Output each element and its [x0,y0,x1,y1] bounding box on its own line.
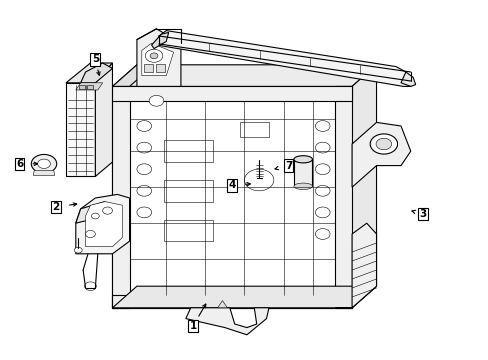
Circle shape [74,247,82,253]
Circle shape [85,230,95,238]
Polygon shape [217,301,227,308]
Ellipse shape [293,156,312,163]
Text: 3: 3 [419,209,426,219]
Polygon shape [85,202,122,247]
Bar [163,140,212,162]
Circle shape [102,207,112,214]
Polygon shape [112,65,154,86]
Polygon shape [334,86,351,308]
Polygon shape [112,86,351,308]
Bar [163,180,212,202]
Circle shape [149,95,163,106]
Polygon shape [334,223,376,308]
Bar [144,64,153,72]
Polygon shape [112,295,351,308]
Text: 4: 4 [228,180,236,190]
Circle shape [137,185,151,196]
Polygon shape [81,63,112,83]
Text: 5: 5 [92,54,99,64]
Circle shape [375,138,391,150]
Circle shape [38,159,50,168]
Polygon shape [112,65,376,86]
Circle shape [145,49,163,62]
Polygon shape [249,172,268,188]
Polygon shape [95,63,112,176]
Polygon shape [66,83,95,176]
Polygon shape [112,86,129,308]
Polygon shape [156,31,410,86]
Polygon shape [76,83,102,90]
Polygon shape [151,32,168,49]
Ellipse shape [293,183,312,189]
Circle shape [84,282,96,291]
Polygon shape [351,122,410,187]
Circle shape [315,164,329,175]
Bar [239,122,268,137]
Polygon shape [137,29,181,86]
Polygon shape [400,72,415,86]
Bar [156,64,165,72]
Bar [163,220,212,241]
Polygon shape [142,43,173,76]
Circle shape [91,213,99,219]
Polygon shape [76,202,105,223]
Polygon shape [129,101,334,295]
Polygon shape [351,65,376,308]
Bar [79,85,85,89]
Circle shape [369,134,397,154]
Polygon shape [33,170,55,175]
Polygon shape [285,166,288,171]
Polygon shape [112,86,351,101]
Circle shape [137,142,151,153]
Circle shape [31,154,57,173]
Circle shape [315,207,329,218]
Circle shape [150,53,158,59]
Polygon shape [112,286,376,308]
Circle shape [315,142,329,153]
Circle shape [137,164,151,175]
Circle shape [137,121,151,131]
Text: 6: 6 [16,159,23,169]
Text: 2: 2 [53,202,60,212]
Text: 7: 7 [284,161,292,171]
Circle shape [244,169,273,191]
Polygon shape [66,63,112,83]
Bar [293,159,312,186]
Polygon shape [185,308,268,335]
Bar [87,85,93,89]
Circle shape [315,121,329,131]
Circle shape [137,207,151,218]
Circle shape [315,229,329,239]
Polygon shape [76,194,129,254]
Circle shape [315,185,329,196]
Text: 1: 1 [189,321,196,331]
